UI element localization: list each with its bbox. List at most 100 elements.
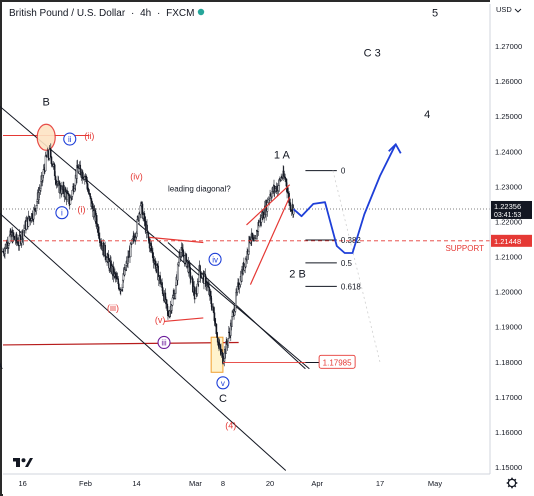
wave-label: B <box>43 97 50 109</box>
candle-body <box>289 202 292 211</box>
support-price-tag <box>491 234 532 247</box>
projection-arrow-head <box>388 142 402 154</box>
circled-wave-label: i <box>61 209 63 218</box>
wave-label: (ii) <box>84 131 94 141</box>
circled-wave-marker <box>55 206 69 220</box>
price-tick-label: 1.23000 <box>495 182 522 191</box>
channel-lower-line <box>0 212 287 471</box>
candle-body <box>139 205 142 215</box>
time-tick-label: 17 <box>376 479 384 488</box>
price-axis[interactable] <box>490 0 534 496</box>
fib-label: 0.5 <box>341 259 353 268</box>
support-label: SUPPORT <box>445 244 484 253</box>
logo-stem <box>16 458 20 467</box>
time-tick-label: 16 <box>18 479 26 488</box>
circled-wave-label: v <box>221 379 225 388</box>
price-tick-label: 1.17000 <box>495 393 522 402</box>
price-tick-label: 1.22000 <box>495 217 522 226</box>
horizontal-line-iii <box>2 341 239 346</box>
candle-body <box>89 196 92 199</box>
time-tick-label: 8 <box>221 479 225 488</box>
price-tick-label: 1.18000 <box>495 358 522 367</box>
support-price-value: 1.21448 <box>494 237 521 246</box>
price-tick-label: 1.25000 <box>495 112 522 121</box>
gear-ring <box>507 478 517 488</box>
wave-label: C <box>219 393 227 405</box>
price-tag-box <box>318 354 356 369</box>
wave-label: (iii) <box>107 303 119 313</box>
time-tick-label: Apr <box>311 479 323 488</box>
candle-body <box>23 228 26 231</box>
circled-wave-marker <box>216 376 230 390</box>
candle-body <box>146 224 148 232</box>
wave-b-highlight <box>36 123 56 151</box>
circled-wave-marker <box>157 335 171 350</box>
candle-body <box>89 193 91 197</box>
candle-body <box>254 238 256 241</box>
circled-wave-label: iv <box>212 255 218 264</box>
time-axis[interactable] <box>3 474 490 496</box>
candle-body <box>182 255 185 258</box>
candle-body <box>71 190 74 197</box>
time-tick-label: Feb <box>79 479 92 488</box>
price-tick-label: 1.15000 <box>495 463 522 472</box>
circled-wave-label: iii <box>161 338 167 347</box>
candle-body <box>292 207 295 215</box>
candlestick-series <box>2 143 295 367</box>
last-price-value: 1.22356 <box>494 202 521 211</box>
wave-iv-line <box>148 236 204 244</box>
fib-label: 0 <box>341 167 346 176</box>
candle-body <box>171 297 174 306</box>
logo-slash <box>25 458 33 467</box>
circled-wave-marker <box>63 132 77 146</box>
currency-label: USD <box>496 5 512 14</box>
candle-body <box>49 148 52 158</box>
price-tick-label: 1.16000 <box>495 428 522 437</box>
price-tick-label: 1.19000 <box>495 323 522 332</box>
price-tick-label: 1.24000 <box>495 147 522 156</box>
market-status-dot <box>197 8 205 16</box>
candle-body <box>136 219 138 234</box>
last-price-tag <box>491 200 532 219</box>
time-tick-label: May <box>428 479 442 488</box>
price-tick-label: 1.21000 <box>495 253 522 262</box>
candle-body <box>104 244 106 257</box>
gear-icon[interactable] <box>506 477 518 489</box>
fib-label: 0.382 <box>341 236 362 245</box>
wave-label: A <box>0 360 3 372</box>
chevron-down-icon[interactable] <box>514 8 522 13</box>
wave-label: (iv) <box>130 171 143 181</box>
circled-wave-marker <box>208 252 222 266</box>
logo-dot <box>21 458 26 463</box>
price-tick-label: 1.27000 <box>495 42 522 51</box>
tradingview-logo <box>13 458 33 467</box>
wave-v-line <box>163 317 204 323</box>
time-tick-label: 20 <box>266 479 274 488</box>
wave-label: 4 <box>424 109 430 121</box>
time-tick-label: 14 <box>132 479 140 488</box>
wave-label: 2 B <box>289 269 306 281</box>
leading-diagonal-upper <box>246 184 291 226</box>
annotation-text: leading diagonal? <box>168 185 231 194</box>
bar-countdown: 03:41:53 <box>494 212 521 219</box>
wave-label: C 3 <box>364 48 381 60</box>
price-tick-label: 1.20000 <box>495 288 522 297</box>
projection-path <box>293 143 397 254</box>
candle-body <box>25 221 28 230</box>
candle-body <box>175 285 177 294</box>
time-tick-label: Mar <box>189 479 202 488</box>
candle-body <box>176 264 179 281</box>
circled-wave-label: ii <box>68 135 72 144</box>
candle-body <box>191 276 193 279</box>
price-tag-label: 1.17985 <box>323 358 352 367</box>
price-tick-label: 1.26000 <box>495 77 522 86</box>
candle-body <box>165 299 168 305</box>
chart-title: British Pound / U.S. Dollar · 4h · FXCM <box>9 8 194 19</box>
wave-label: (4) <box>225 420 236 430</box>
wave-label: (i) <box>78 205 86 215</box>
wave-label: 5 <box>432 7 438 19</box>
wave-label: 1 A <box>274 149 291 161</box>
plot-area <box>3 4 490 474</box>
wave-label: (v) <box>155 315 166 325</box>
